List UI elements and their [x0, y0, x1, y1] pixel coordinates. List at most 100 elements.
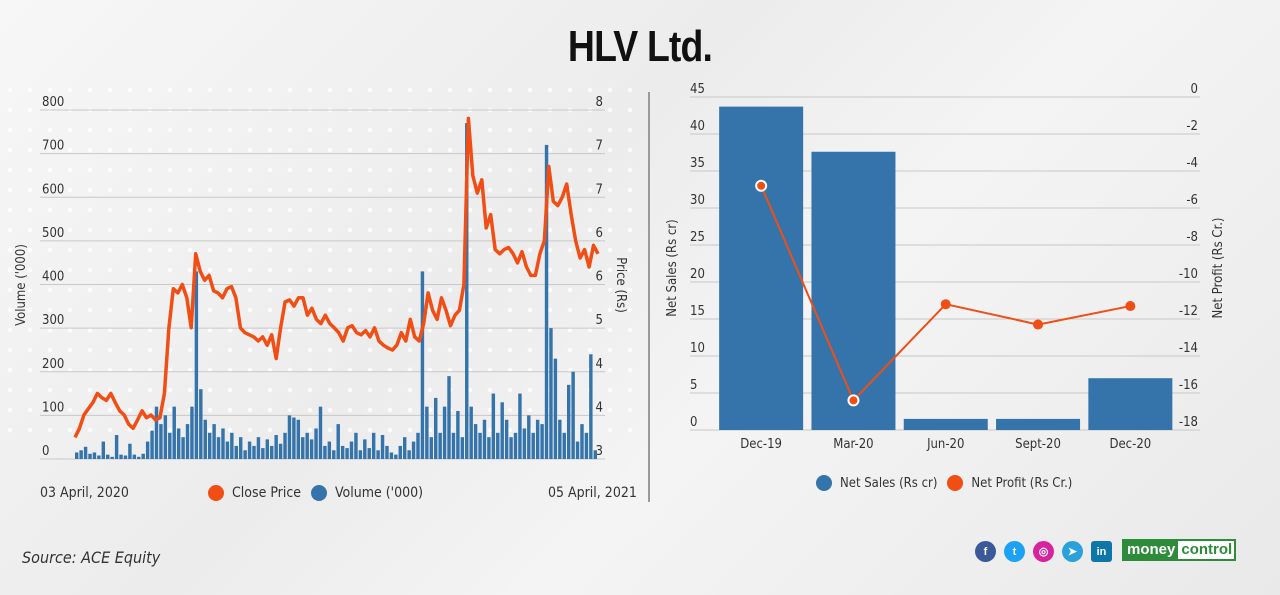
volume-bar	[451, 432, 456, 459]
volume-bar	[411, 441, 416, 459]
volume-bar	[154, 406, 159, 459]
volume-bar	[522, 428, 527, 459]
right-tick-label: -18	[1179, 415, 1198, 430]
category-label: Dec-20	[1109, 437, 1151, 452]
twitter-icon[interactable]: t	[1004, 541, 1025, 562]
legend-label-volume: Volume ('000)	[335, 485, 424, 501]
right-tick-label: 5	[596, 313, 603, 328]
volume-bar	[482, 419, 487, 459]
instagram-icon[interactable]: ◎	[1033, 541, 1054, 562]
linkedin-icon[interactable]: in	[1091, 541, 1112, 562]
volume-bar	[216, 437, 221, 459]
left-tick-label: 10	[690, 341, 705, 356]
left-tick-label: 100	[42, 400, 64, 415]
net-sales-bar	[903, 418, 988, 430]
telegram-icon[interactable]: ➤	[1062, 541, 1083, 562]
right-tick-label: -4	[1186, 156, 1198, 171]
volume-bar	[301, 437, 305, 459]
legend-label-profit: Net Profit (Rs Cr.)	[971, 475, 1073, 491]
volume-bar	[283, 432, 287, 459]
volume-bar	[402, 437, 407, 459]
volume-bar	[340, 445, 345, 459]
volume-bar	[190, 406, 194, 459]
volume-bar	[566, 384, 571, 459]
volume-bar	[207, 432, 212, 459]
volume-bar	[256, 437, 261, 459]
left-axis-title: Volume ('000)	[14, 244, 29, 326]
volume-bar	[473, 424, 478, 459]
divider	[648, 92, 650, 502]
volume-bar	[247, 441, 252, 459]
volume-bar	[513, 432, 518, 459]
volume-bar	[234, 445, 238, 459]
volume-bar	[562, 432, 566, 459]
volume-bar	[385, 445, 389, 459]
volume-bar	[265, 439, 270, 459]
volume-bar	[389, 452, 394, 459]
legend-swatch-volume	[311, 485, 328, 501]
left-tick-label: 5	[690, 378, 697, 393]
right-tick-label: -14	[1179, 341, 1198, 356]
right-tick-label: -6	[1186, 193, 1198, 208]
volume-bar	[132, 454, 137, 459]
right-tick-label: -12	[1179, 304, 1198, 319]
volume-bar	[496, 432, 500, 459]
volume-bar	[327, 441, 332, 459]
facebook-icon[interactable]: f	[975, 541, 996, 562]
legend-label-sales: Net Sales (Rs cr)	[840, 475, 938, 491]
volume-bar	[309, 439, 314, 459]
right-tick-label: 6	[596, 270, 603, 285]
volume-bar	[500, 402, 504, 459]
volume-bar	[225, 441, 230, 459]
volume-bar	[92, 452, 97, 459]
left-tick-label: 15	[690, 304, 705, 319]
left-tick-label: 800	[42, 95, 64, 110]
right-tick-label: -2	[1186, 119, 1198, 134]
category-label: Jun-20	[926, 437, 964, 452]
x-end-label: 05 April, 2021	[548, 485, 637, 501]
volume-bar	[252, 445, 256, 459]
right-axis-title: Net Profit (Rs Cr.)	[1211, 218, 1226, 319]
volume-bar	[287, 415, 292, 459]
right-tick-label: 7	[596, 139, 603, 154]
volume-bar	[354, 432, 358, 459]
volume-bar	[531, 432, 535, 459]
left-tick-label: 35	[690, 156, 705, 171]
volume-bar	[593, 450, 597, 459]
moneycontrol-logo: money control	[1122, 539, 1236, 561]
page-title: HLV Ltd.	[567, 22, 713, 71]
volume-bar	[416, 432, 420, 459]
volume-bar	[420, 271, 425, 459]
volume-bar	[194, 271, 199, 459]
right-tick-label: -10	[1179, 267, 1198, 282]
volume-bar	[575, 441, 580, 459]
volume-bar	[469, 406, 473, 459]
volume-bar	[509, 437, 513, 459]
volume-bar	[199, 389, 203, 459]
category-label: Dec-19	[740, 437, 782, 452]
left-tick-label: 700	[42, 139, 64, 154]
volume-bar	[460, 437, 465, 459]
left-tick-label: 600	[42, 182, 64, 197]
volume-bar	[425, 406, 429, 459]
volume-bar	[110, 456, 114, 459]
left-tick-label: 30	[690, 193, 705, 208]
volume-bar	[398, 445, 402, 459]
volume-bar	[274, 435, 278, 459]
volume-bar	[589, 354, 593, 459]
volume-bar	[101, 441, 106, 459]
volume-bar	[535, 419, 540, 459]
volume-bar	[176, 428, 181, 459]
volume-bar	[97, 455, 101, 459]
volume-bar	[172, 406, 176, 459]
left-tick-label: 500	[42, 226, 64, 241]
volume-bar	[75, 452, 79, 459]
volume-bar	[168, 432, 172, 459]
volume-bar	[491, 393, 496, 459]
left-tick-label: 0	[690, 415, 697, 430]
volume-bar	[447, 376, 451, 459]
left-axis-title: Net Sales (Rs cr)	[665, 219, 680, 316]
volume-bar	[487, 437, 491, 459]
left-tick-label: 40	[690, 119, 705, 134]
volume-bar	[367, 448, 371, 459]
